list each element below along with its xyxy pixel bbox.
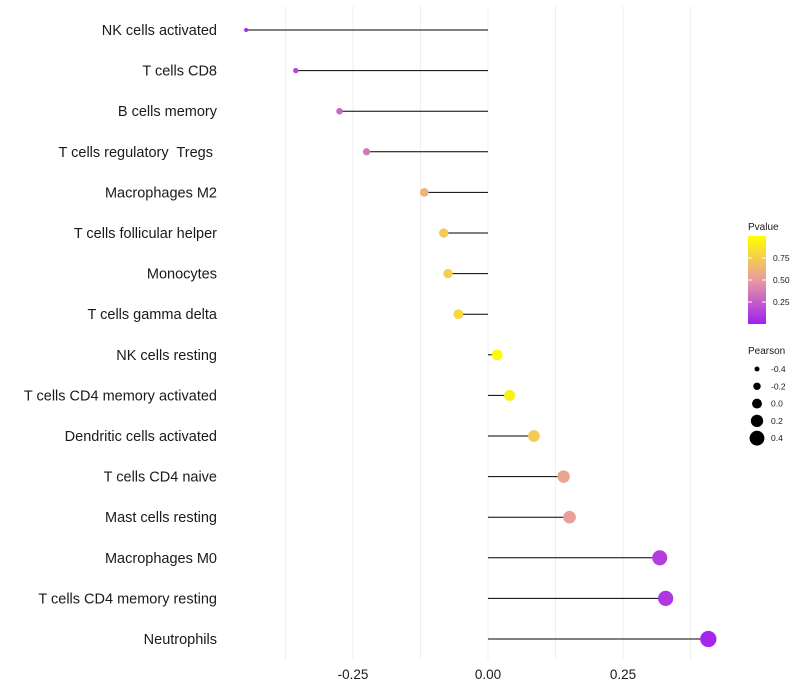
pearson-legend-title: Pearson — [748, 346, 785, 357]
size-legend-label: 0.2 — [771, 416, 783, 426]
pvalue-colorbar — [748, 236, 766, 324]
x-tick-label: -0.25 — [338, 667, 369, 682]
size-legend-dot — [752, 398, 762, 409]
data-point — [658, 590, 674, 607]
pearson-legend: Pearson -0.4 -0.2 0.0 0.2 0.4 — [748, 346, 786, 446]
size-legend-dot — [753, 382, 761, 391]
data-point — [491, 349, 503, 361]
data-point — [443, 268, 453, 279]
category-label: T cells CD4 memory activated — [24, 388, 217, 404]
category-label: Dendritic cells activated — [65, 429, 217, 445]
size-legend-label: 0.4 — [771, 433, 783, 443]
category-label: NK cells resting — [116, 348, 217, 364]
category-label: NK cells activated — [102, 23, 217, 39]
size-legend-dot — [754, 366, 760, 372]
pvalue-legend-ticks: 0.25 0.50 0.75 — [748, 253, 790, 307]
category-label: T cells CD4 memory resting — [38, 591, 217, 607]
category-label: Monocytes — [147, 267, 217, 283]
category-label: T cells regulatory Tregs — [59, 145, 218, 161]
size-legend-dot — [749, 430, 765, 446]
data-point — [419, 188, 429, 197]
size-legend-dot — [750, 414, 764, 428]
x-axis-ticks: -0.25 0.00 0.25 — [338, 667, 637, 682]
grid-layer — [285, 6, 691, 660]
category-label: Mast cells resting — [105, 510, 217, 526]
category-label: Macrophages M2 — [105, 185, 217, 201]
stem-layer — [246, 29, 709, 640]
data-point — [652, 550, 668, 566]
category-label: T cells follicular helper — [74, 226, 217, 242]
pearson-legend-items: -0.4 -0.2 0.0 0.2 0.4 — [749, 364, 786, 446]
x-tick-label: 0.00 — [475, 667, 501, 682]
size-legend-label: -0.4 — [771, 364, 786, 374]
data-point — [336, 107, 343, 115]
data-point — [528, 430, 540, 442]
colorbar-tick-label: 0.75 — [773, 253, 790, 263]
category-label: T cells CD4 naive — [104, 470, 217, 486]
category-labels: NK cells activated T cells CD8 B cells mem… — [24, 23, 218, 648]
data-point — [453, 309, 464, 320]
data-point — [504, 389, 516, 401]
colorbar-tick-label: 0.50 — [773, 275, 790, 285]
category-label: T cells CD8 — [142, 64, 217, 80]
pvalue-legend: Pvalue 0.25 0.50 0.75 — [748, 222, 790, 324]
data-point — [557, 470, 570, 483]
x-tick-label: 0.25 — [610, 667, 636, 682]
point-layer — [244, 27, 717, 648]
data-point — [293, 67, 299, 74]
colorbar-tick-label: 0.25 — [773, 297, 790, 307]
data-point — [362, 148, 371, 156]
pvalue-legend-title: Pvalue — [748, 222, 779, 233]
category-label: T cells gamma delta — [88, 307, 218, 323]
category-label: Macrophages M0 — [105, 551, 217, 567]
category-label: B cells memory — [118, 104, 218, 120]
data-point — [563, 510, 576, 524]
category-label: Neutrophils — [144, 632, 217, 648]
data-point — [244, 27, 249, 33]
size-legend-label: 0.0 — [771, 399, 783, 409]
data-point — [700, 630, 717, 648]
data-point — [439, 228, 449, 238]
size-legend-label: -0.2 — [771, 381, 786, 391]
